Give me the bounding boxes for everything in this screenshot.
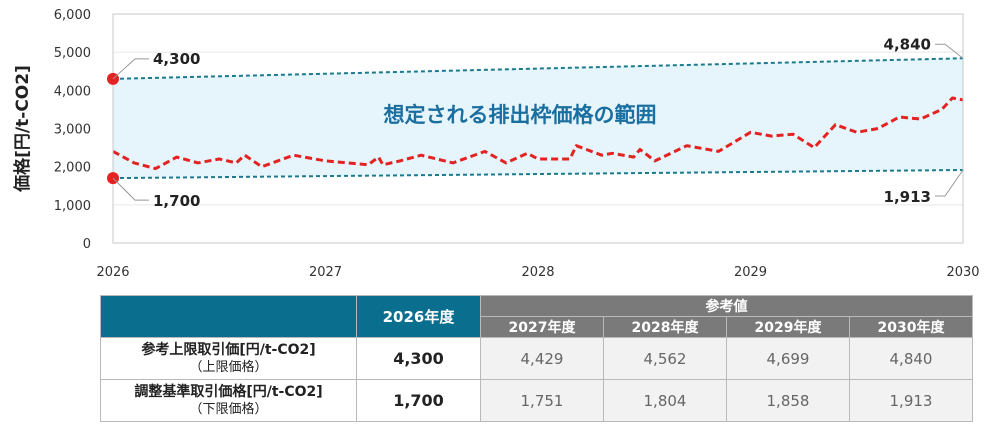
- header-2026: 2026年度: [356, 295, 481, 338]
- price-table: 2026年度 参考値 2027年度 2028年度 2029年度 2030年度 参…: [100, 295, 973, 422]
- lower-end-label: 1,913: [884, 188, 931, 206]
- table-row-lower: 調整基準取引価格[円/t-CO2] （下限価格） 1,700 1,751 1,8…: [100, 379, 973, 422]
- table-corner: [100, 295, 357, 338]
- y-tick-label: 4,000: [54, 84, 91, 99]
- y-tick-label: 6,000: [54, 8, 91, 23]
- row-label: 調整基準取引価格[円/t-CO2] （下限価格）: [100, 379, 357, 422]
- y-tick-label: 5,000: [54, 46, 91, 61]
- lower-start-label: 1,700: [153, 192, 200, 210]
- cell-ref: 4,562: [603, 337, 727, 380]
- row-label-sub: （上限価格）: [189, 359, 268, 375]
- x-tick-label: 2026: [96, 265, 129, 280]
- x-axis-ticks: 2026 2027 2028 2029 2030: [96, 265, 979, 280]
- upper-start-leader: [112, 58, 149, 80]
- upper-end-label: 4,840: [884, 35, 931, 53]
- header-year: 2027年度: [480, 316, 604, 338]
- x-tick-label: 2029: [734, 265, 767, 280]
- upper-end-leader: [935, 43, 964, 59]
- y-tick-label: 1,000: [54, 199, 91, 214]
- x-tick-label: 2027: [309, 265, 342, 280]
- y-tick-label: 3,000: [54, 123, 91, 138]
- cell-ref: 4,699: [726, 337, 850, 380]
- row-label-sub: （下限価格）: [189, 401, 268, 417]
- lower-end-leader: [935, 169, 964, 197]
- cell-2026: 4,300: [356, 337, 481, 380]
- y-tick-label: 2,000: [54, 161, 91, 176]
- y-tick-label: 0: [83, 237, 91, 252]
- lower-bound-line: [112, 168, 964, 180]
- plot-frame: [112, 13, 964, 244]
- cell-ref: 4,840: [849, 337, 973, 380]
- header-year: 2028年度: [603, 316, 727, 338]
- cell-ref: 1,751: [480, 379, 604, 422]
- upper-start-label: 4,300: [153, 50, 200, 68]
- cell-ref: 1,858: [726, 379, 850, 422]
- cell-2026: 1,700: [356, 379, 481, 422]
- price-series-line: [112, 96, 964, 171]
- table-row-upper: 参考上限取引価[円/t-CO2] （上限価格） 4,300 4,429 4,56…: [100, 337, 973, 380]
- x-tick-label: 2028: [521, 265, 554, 280]
- row-label-main: 調整基準取引価格[円/t-CO2]: [134, 383, 323, 400]
- cell-ref: 1,913: [849, 379, 973, 422]
- y-axis-label: 価格[円/t-CO2]: [12, 65, 33, 193]
- bound-callouts: 4,300 1,700 4,840 1,913: [112, 35, 964, 210]
- header-year: 2029年度: [726, 316, 850, 338]
- y-axis-ticks: 0 1,000 2,000 3,000 4,000 5,000 6,000: [54, 8, 91, 252]
- price-range-band: [113, 58, 963, 179]
- cell-ref: 4,429: [480, 337, 604, 380]
- price-range-chart: 0 1,000 2,000 3,000 4,000 5,000 6,000 2026 2027…: [12, 8, 980, 280]
- row-label: 参考上限取引価[円/t-CO2] （上限価格）: [100, 337, 357, 380]
- band-title: 想定される排出枠価格の範囲: [384, 103, 657, 127]
- lower-start-leader: [112, 177, 149, 201]
- header-reference: 参考値: [480, 295, 973, 317]
- row-label-main: 参考上限取引価[円/t-CO2]: [141, 341, 316, 358]
- upper-bound-line: [112, 57, 964, 80]
- header-year: 2030年度: [849, 316, 973, 338]
- cell-ref: 1,804: [603, 379, 727, 422]
- x-tick-label: 2030: [946, 265, 979, 280]
